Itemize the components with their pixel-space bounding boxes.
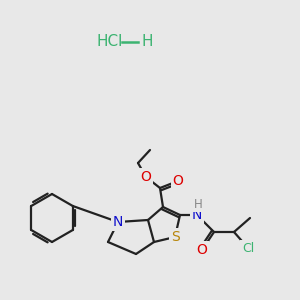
Text: N: N	[192, 208, 202, 222]
Text: HCl: HCl	[97, 34, 123, 50]
Text: S: S	[171, 230, 179, 244]
Text: H: H	[141, 34, 153, 50]
Text: O: O	[196, 243, 207, 257]
Text: H: H	[194, 197, 202, 211]
Text: N: N	[113, 215, 123, 229]
Text: Cl: Cl	[242, 242, 254, 254]
Text: O: O	[172, 174, 183, 188]
Text: O: O	[141, 170, 152, 184]
